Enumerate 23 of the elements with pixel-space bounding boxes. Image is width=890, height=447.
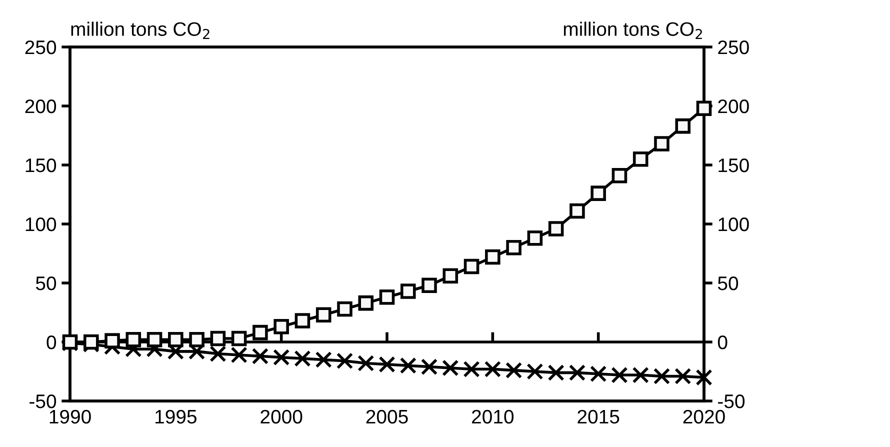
y2-axis-title: million tons CO$_{2}$ — [564, 22, 702, 39]
y-tick-label: 250 — [25, 40, 56, 54]
y2-tick-label: 100 — [718, 217, 749, 232]
y2-tick-label: 150 — [718, 158, 749, 172]
y-tick-label: 200 — [25, 99, 56, 114]
y2-tick-label: 0 — [718, 335, 728, 350]
y-tick-label: 0 — [46, 335, 56, 350]
x-tick-label: 1995 — [156, 410, 196, 424]
y2-tick-label: -50 — [718, 394, 745, 408]
y-tick-label: 100 — [26, 217, 56, 232]
y-tick-label: 150 — [26, 158, 56, 172]
y-tick-label: -50 — [30, 394, 56, 408]
x-tick-label: 1990 — [50, 410, 91, 424]
x-tick-label: 2010 — [472, 410, 514, 424]
x-tick-label: 2005 — [366, 410, 408, 424]
x-tick-label: 2020 — [683, 410, 725, 424]
x-tick-label: 2000 — [260, 410, 302, 424]
y2-tick-label: 50 — [718, 276, 738, 290]
y-axis-title: million tons CO$_{2}$ — [71, 22, 210, 39]
y-tick-label: 50 — [36, 276, 56, 290]
y2-tick-label: 250 — [718, 40, 749, 54]
x-tick-label: 2015 — [578, 410, 620, 424]
y2-tick-label: 200 — [718, 99, 749, 114]
